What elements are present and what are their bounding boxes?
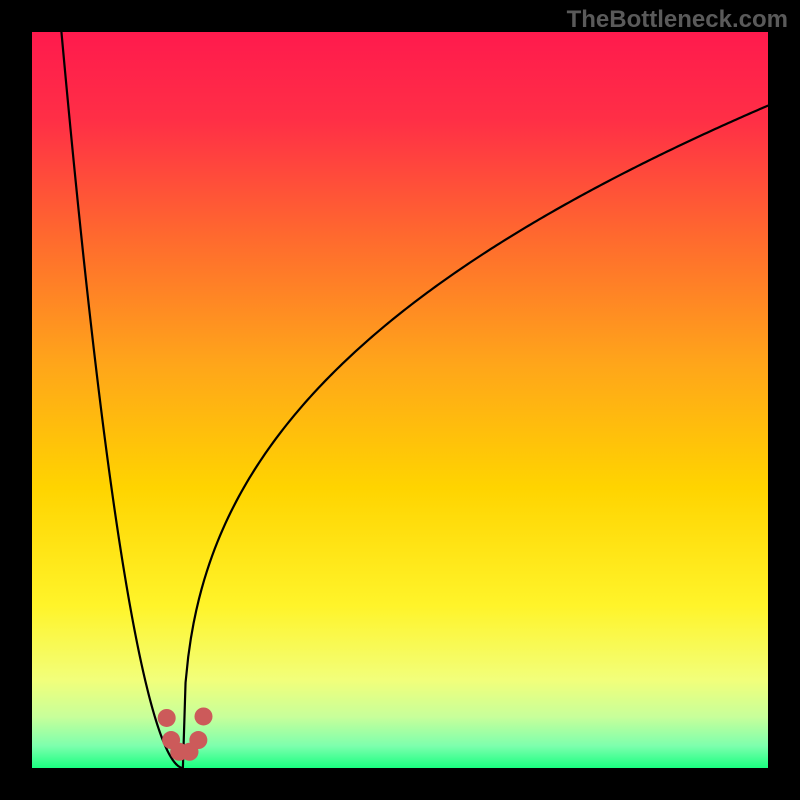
plot-area [32,32,768,768]
curve-svg [32,32,768,768]
bottleneck-curve [61,32,768,768]
trough-marker [194,707,212,725]
trough-marker [189,731,207,749]
watermark-text: TheBottleneck.com [567,6,788,34]
trough-marker [158,709,176,727]
